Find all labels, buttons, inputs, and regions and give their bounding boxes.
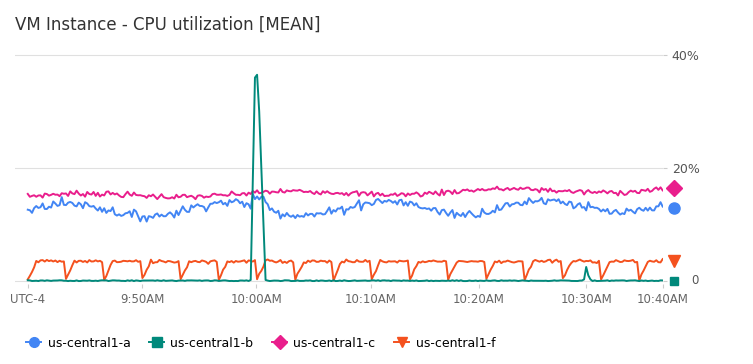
Legend: us-central1-a, us-central1-b, us-central1-c, us-central1-f: us-central1-a, us-central1-b, us-central…: [21, 332, 500, 355]
Text: 0: 0: [691, 274, 699, 287]
Text: VM Instance - CPU utilization [MEAN]: VM Instance - CPU utilization [MEAN]: [15, 16, 321, 34]
